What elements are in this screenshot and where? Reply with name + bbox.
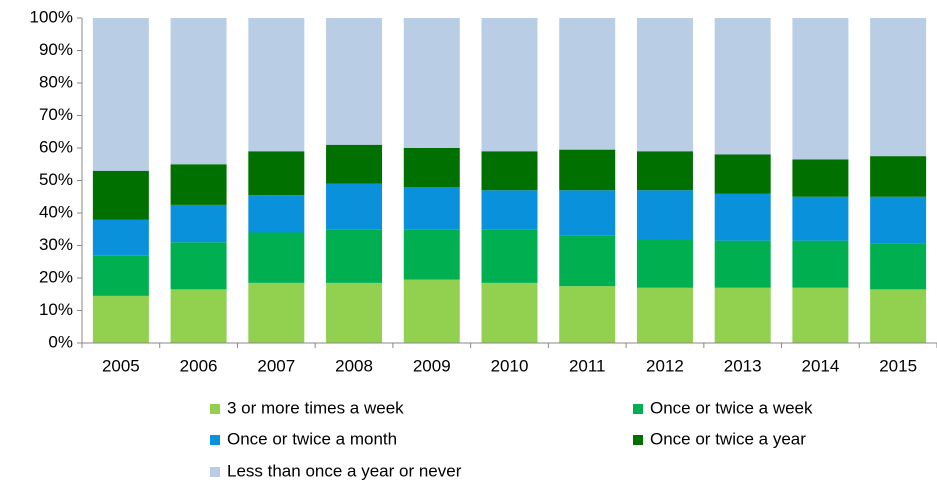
- y-tick-label: 60%: [39, 137, 73, 156]
- bar-segment: [870, 156, 927, 197]
- bar-segment: [870, 243, 927, 290]
- y-tick-label: 0%: [48, 332, 73, 351]
- legend-label: 3 or more times a week: [227, 398, 404, 417]
- bar-segment: [403, 148, 460, 187]
- bar-segment: [92, 219, 149, 256]
- legend-swatch: [210, 467, 220, 477]
- bar-segment: [248, 18, 305, 152]
- bar-segment: [559, 18, 616, 150]
- x-tick-label: 2007: [257, 356, 295, 375]
- legend-label: Once or twice a year: [650, 429, 806, 448]
- bar-segment: [481, 282, 538, 343]
- bar-segment: [792, 18, 849, 160]
- x-tick-label: 2010: [491, 356, 529, 375]
- bar-segment: [559, 235, 616, 287]
- y-tick-label: 70%: [39, 105, 73, 124]
- bar-segment: [170, 242, 227, 290]
- bar-segment: [714, 18, 771, 155]
- bar-segment: [170, 18, 227, 165]
- x-tick-label: 2012: [646, 356, 684, 375]
- bar-segment: [792, 240, 849, 288]
- bar-segment: [248, 232, 305, 283]
- bar-segment: [792, 287, 849, 343]
- bar-segment: [714, 154, 771, 194]
- bar-segment: [714, 193, 771, 241]
- bar-segment: [326, 18, 383, 145]
- bar-segment: [403, 187, 460, 230]
- bar-segment: [636, 151, 693, 191]
- bar-segment: [248, 151, 305, 196]
- y-tick-label: 100%: [30, 7, 73, 26]
- legend-swatch: [210, 435, 220, 445]
- bar-segment: [481, 229, 538, 283]
- x-tick-label: 2013: [724, 356, 762, 375]
- y-tick-label: 80%: [39, 72, 73, 91]
- bar-segment: [481, 190, 538, 230]
- bar-segment: [559, 190, 616, 236]
- legend-swatch: [633, 404, 643, 414]
- x-tick-label: 2009: [413, 356, 451, 375]
- legend-swatch: [633, 435, 643, 445]
- x-tick-label: 2008: [335, 356, 373, 375]
- bar-segment: [92, 18, 149, 171]
- bar-segment: [170, 204, 227, 243]
- bar-segment: [714, 287, 771, 343]
- bar-segment: [92, 255, 149, 296]
- bar-segment: [92, 295, 149, 343]
- bar-segment: [870, 18, 927, 157]
- y-tick-label: 10%: [39, 300, 73, 319]
- x-tick-label: 2014: [801, 356, 839, 375]
- bar-segment: [870, 196, 927, 244]
- y-tick-label: 20%: [39, 267, 73, 286]
- y-tick-label: 50%: [39, 170, 73, 189]
- bar-segment: [248, 282, 305, 343]
- bar-segment: [326, 229, 383, 283]
- bar-segment: [326, 183, 383, 230]
- bar-segment: [559, 149, 616, 191]
- y-tick-label: 40%: [39, 202, 73, 221]
- x-tick-label: 2006: [180, 356, 218, 375]
- x-tick-label: 2015: [879, 356, 917, 375]
- bar-segment: [403, 279, 460, 343]
- bar-segment: [403, 229, 460, 280]
- legend-label: Less than once a year or never: [227, 461, 462, 480]
- bar-segment: [636, 239, 693, 288]
- bar-segment: [636, 287, 693, 343]
- bar-segment: [248, 195, 305, 233]
- y-tick-label: 90%: [39, 40, 73, 59]
- bar-segment: [559, 286, 616, 343]
- y-tick-label: 30%: [39, 235, 73, 254]
- bar-segment: [481, 151, 538, 191]
- bar-segment: [326, 144, 383, 184]
- bar-segment: [636, 190, 693, 239]
- bar-segment: [636, 18, 693, 152]
- bar-segment: [792, 159, 849, 197]
- bar-segment: [170, 289, 227, 343]
- bar-segment: [870, 289, 927, 343]
- bar-segment: [714, 240, 771, 288]
- legend-label: Once or twice a month: [227, 429, 397, 448]
- bar-segment: [403, 18, 460, 148]
- legend-label: Once or twice a week: [650, 398, 813, 417]
- x-tick-label: 2005: [102, 356, 140, 375]
- bar-segment: [326, 282, 383, 343]
- bar-segment: [792, 196, 849, 241]
- bar-segment: [481, 18, 538, 152]
- legend-swatch: [210, 404, 220, 414]
- x-tick-label: 2011: [569, 356, 606, 375]
- bar-segment: [92, 170, 149, 220]
- bar-segment: [170, 164, 227, 205]
